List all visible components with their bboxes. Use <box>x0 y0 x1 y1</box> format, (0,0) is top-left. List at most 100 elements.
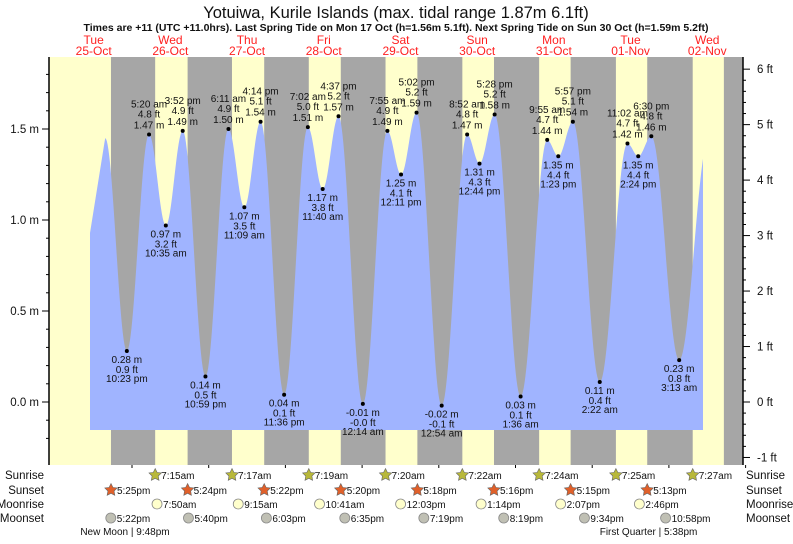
moon-phase-label: New Moon | 9:48pm <box>80 527 169 538</box>
low-tide-time: 3:13 am <box>661 383 697 394</box>
high-tide-m: 1.50 m <box>213 115 244 126</box>
low-tide-m: 1.25 m <box>386 179 417 190</box>
sunrise-star-icon <box>455 467 470 481</box>
moonrise-moon-icon <box>151 498 163 510</box>
low-tide-m: 0.03 m <box>505 401 536 412</box>
low-tide-time: 12:14 am <box>342 427 384 438</box>
high-tide-time: 11:02 am <box>607 109 648 120</box>
low-tide-ft: 0.8 ft <box>668 374 690 385</box>
moonset-moon-icon <box>579 512 590 524</box>
low-tide-time: 12:54 am <box>421 429 463 440</box>
moonrise-moon-icon <box>314 498 325 510</box>
moonrise-moon-icon <box>232 498 244 510</box>
sunrise-time: 7:22am <box>468 471 501 482</box>
sunset-time: 5:20pm <box>347 486 380 497</box>
moonset-moon-icon <box>260 512 272 524</box>
high-tide-m: 1.44 m <box>532 126 563 137</box>
chart-subtitle: Times are +11 (UTC +11.0hrs). Last Sprin… <box>84 22 709 34</box>
low-tide-ft: 4.1 ft <box>390 189 412 200</box>
sunrise-star-icon <box>609 467 623 481</box>
high-tide-ft: 4.7 ft <box>536 115 558 126</box>
low-tide-point <box>163 223 168 228</box>
low-tide-time: 2:24 pm <box>620 179 656 190</box>
sunrise-time: 7:17am <box>238 471 271 482</box>
sunrise-star-icon <box>148 467 163 481</box>
sunrise-star-icon <box>225 467 239 481</box>
low-tide-ft: 4.3 ft <box>468 178 490 189</box>
sunset-star-icon <box>640 482 655 496</box>
moonset-time: 5:40pm <box>194 514 227 525</box>
low-tide-ft: 0.1 ft <box>273 409 295 420</box>
low-tide-time: 10:35 am <box>145 248 187 259</box>
sunset-star-icon <box>257 482 272 496</box>
high-tide-ft: 5.1 ft <box>249 97 271 108</box>
day-of-week: Fri <box>317 33 331 47</box>
day-date: 25-Oct <box>76 44 113 58</box>
chart-title: Yotuiwa, Kurile Islands (max. tidal rang… <box>203 4 589 22</box>
high-tide-point <box>492 112 497 117</box>
low-tide-time: 1:23 pm <box>540 179 576 190</box>
ft-tick-label: 5 ft <box>757 120 774 132</box>
high-tide-time: 4:14 pm <box>243 87 279 98</box>
moonrise-time: 10:41am <box>326 500 365 511</box>
day-of-week: Tue <box>620 33 641 47</box>
moonset-row-label-right: Moonset <box>746 513 791 525</box>
sunset-time: 5:24pm <box>194 486 227 497</box>
high-tide-m: 1.59 m <box>401 99 432 110</box>
day-of-week: Wed <box>158 33 182 47</box>
low-tide-ft: -0.1 ft <box>429 420 455 431</box>
day-date: 28-Oct <box>306 44 343 58</box>
low-tide-m: 0.11 m <box>585 386 615 397</box>
high-tide-time: 8:52 am <box>449 99 485 110</box>
sunset-star-icon <box>563 482 578 496</box>
day-date: 01-Nov <box>611 44 650 58</box>
moonrise-time: 12:03pm <box>407 500 446 511</box>
low-tide-m: 0.14 m <box>190 381 221 392</box>
high-tide-ft: 5.2 ft <box>483 89 505 100</box>
moonset-time: 5:22pm <box>117 514 150 525</box>
low-tide-time: 12:11 pm <box>381 198 422 209</box>
high-tide-ft: 5.0 ft <box>297 102 319 113</box>
high-tide-point <box>625 141 630 146</box>
high-tide-m: 1.46 m <box>636 122 667 133</box>
high-tide-point <box>258 119 263 124</box>
low-tide-point <box>282 392 287 397</box>
low-tide-m: 0.04 m <box>269 399 300 410</box>
high-tide-point <box>570 119 575 124</box>
high-tide-ft: 5.2 ft <box>327 91 349 102</box>
high-tide-point <box>649 134 654 139</box>
day-date: 31-Oct <box>536 44 573 58</box>
high-tide-m: 1.49 m <box>167 117 198 128</box>
day-labels: Tue25-OctWed26-OctThu27-OctFri28-OctSat2… <box>76 33 727 58</box>
moonrise-moon-icon <box>475 498 487 510</box>
high-tide-point <box>414 110 419 115</box>
high-tide-time: 7:55 am <box>369 96 405 107</box>
low-tide-point <box>399 172 404 177</box>
ft-tick-label: 0 ft <box>757 397 774 409</box>
low-tide-time: 11:40 am <box>302 212 343 223</box>
day-date: 26-Oct <box>152 44 189 58</box>
low-tide-point <box>124 349 129 354</box>
low-tide-ft: -0.0 ft <box>350 418 376 429</box>
high-tide-point <box>545 137 550 142</box>
m-tick-label: 1.5 m <box>10 124 39 136</box>
sunset-time: 5:15pm <box>577 486 610 497</box>
high-tide-time: 5:57 pm <box>555 87 591 98</box>
high-tide-point <box>226 127 231 131</box>
high-tide-ft: 4.8 ft <box>138 109 160 120</box>
day-date: 02-Nov <box>688 44 727 58</box>
high-tide-ft: 4.7 ft <box>616 119 638 130</box>
low-tide-time: 1:36 am <box>503 420 539 431</box>
high-tide-point <box>385 128 390 133</box>
ft-tick-label: 3 ft <box>757 231 774 243</box>
low-tide-point <box>439 403 444 408</box>
moonrise-moon-icon <box>555 498 567 510</box>
low-tide-time: 12:44 pm <box>459 187 501 198</box>
day-of-week: Tue <box>84 33 105 47</box>
sunrise-time: 7:20am <box>392 471 425 482</box>
low-tide-m: 1.07 m <box>229 211 260 222</box>
sunset-star-icon <box>410 482 425 496</box>
low-tide-point <box>677 358 682 363</box>
moonset-moon-icon <box>183 512 194 524</box>
moonrise-time: 7:50am <box>163 500 196 511</box>
